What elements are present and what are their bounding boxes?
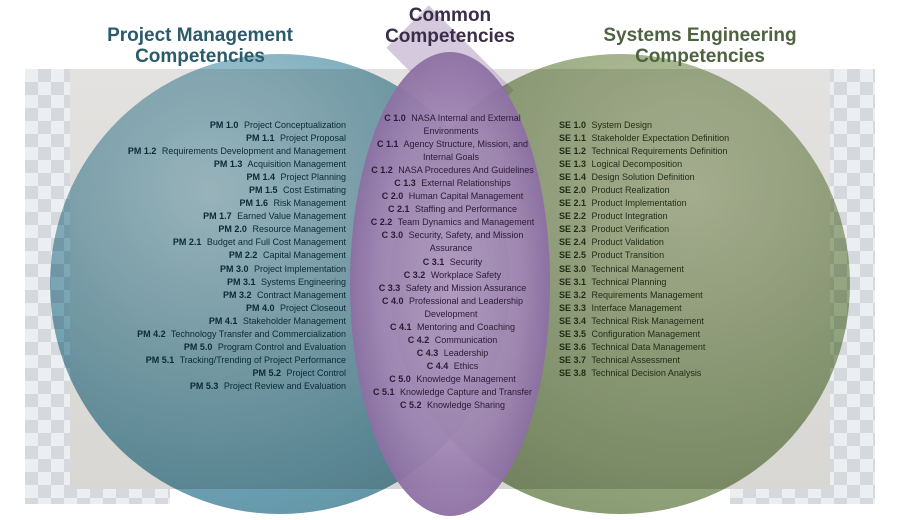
competency-item: C 1.2 NASA Procedures And Guidelines [360,164,542,177]
competency-item: PM 3.1 Systems Engineering [76,276,346,289]
competency-item: SE 1.2 Technical Requirements Definition [556,145,824,158]
competency-item: SE 2.0 Product Realization [556,184,824,197]
competency-item: PM 1.7 Earned Value Management [76,210,346,223]
competency-item: SE 3.3 Interface Management [556,302,824,315]
venn-diagram: Project ManagementCompetencies CommonCom… [70,4,830,514]
competency-item: SE 1.1 Stakeholder Expectation Definitio… [556,132,824,145]
competency-item: SE 3.1 Technical Planning [556,276,824,289]
competency-item: PM 3.0 Project Implementation [76,263,346,276]
competency-item: PM 3.2 Contract Management [76,289,346,302]
competency-item: PM 4.0 Project Closeout [76,302,346,315]
competency-item: C 4.3 Leadership [360,347,542,360]
competency-item: SE 2.5 Product Transition [556,249,824,262]
competency-item: PM 4.2 Technology Transfer and Commercia… [76,328,346,341]
competency-item: SE 3.0 Technical Management [556,263,824,276]
title-center: CommonCompetencies [338,6,562,48]
competency-item: PM 1.0 Project Conceptualization [76,119,346,132]
competency-item: SE 2.2 Product Integration [556,210,824,223]
competency-item: PM 1.2 Requirements Development and Mana… [76,145,346,158]
title-right: Systems EngineeringCompetencies [570,26,830,68]
competency-item: PM 5.2 Project Control [76,367,346,380]
competency-item: PM 1.4 Project Planning [76,171,346,184]
competency-item: SE 3.7 Technical Assessment [556,354,824,367]
competency-item: C 3.1 Security [360,256,542,269]
competency-item: C 4.4 Ethics [360,360,542,373]
competency-item: C 5.0 Knowledge Management [360,373,542,386]
competency-item: C 2.0 Human Capital Management [360,190,542,203]
competency-item: PM 2.2 Capital Management [76,249,346,262]
competency-item: PM 1.5 Cost Estimating [76,184,346,197]
competency-item: C 1.1 Agency Structure, Mission, and Int… [360,138,542,164]
competency-item: PM 4.1 Stakeholder Management [76,315,346,328]
competency-item: C 4.0 Professional and Leadership Develo… [360,295,542,321]
competency-item: PM 1.1 Project Proposal [76,132,346,145]
competency-item: C 3.3 Safety and Mission Assurance [360,282,542,295]
competency-item: SE 3.2 Requirements Management [556,289,824,302]
competency-item: SE 3.4 Technical Risk Management [556,315,824,328]
competency-item: C 1.0 NASA Internal and External Environ… [360,112,542,138]
competency-item: PM 5.0 Program Control and Evaluation [76,341,346,354]
competency-item: PM 1.6 Risk Management [76,197,346,210]
common-competency-list: C 1.0 NASA Internal and External Environ… [360,112,542,412]
competency-item: SE 3.8 Technical Decision Analysis [556,367,824,380]
se-competency-list: SE 1.0 System DesignSE 1.1 Stakeholder E… [556,119,824,380]
competency-item: PM 2.1 Budget and Full Cost Management [76,236,346,249]
competency-item: C 4.2 Communication [360,334,542,347]
competency-item: SE 3.6 Technical Data Management [556,341,824,354]
pm-competency-list: PM 1.0 Project ConceptualizationPM 1.1 P… [76,119,346,393]
competency-item: PM 2.0 Resource Management [76,223,346,236]
competency-item: C 2.1 Staffing and Performance [360,203,542,216]
competency-item: PM 5.3 Project Review and Evaluation [76,380,346,393]
competency-item: C 5.2 Knowledge Sharing [360,399,542,412]
competency-item: C 3.0 Security, Safety, and Mission Assu… [360,229,542,255]
competency-item: SE 1.4 Design Solution Definition [556,171,824,184]
competency-item: SE 2.1 Product Implementation [556,197,824,210]
competency-item: SE 3.5 Configuration Management [556,328,824,341]
competency-item: SE 2.3 Product Verification [556,223,824,236]
competency-item: SE 1.0 System Design [556,119,824,132]
competency-item: PM 1.3 Acquisition Management [76,158,346,171]
competency-item: SE 1.3 Logical Decomposition [556,158,824,171]
competency-item: C 5.1 Knowledge Capture and Transfer [360,386,542,399]
competency-item: SE 2.4 Product Validation [556,236,824,249]
competency-item: PM 5.1 Tracking/Trending of Project Perf… [76,354,346,367]
competency-item: C 3.2 Workplace Safety [360,269,542,282]
competency-item: C 1.3 External Relationships [360,177,542,190]
competency-item: C 4.1 Mentoring and Coaching [360,321,542,334]
title-left: Project ManagementCompetencies [70,26,330,68]
competency-item: C 2.2 Team Dynamics and Management [360,216,542,229]
